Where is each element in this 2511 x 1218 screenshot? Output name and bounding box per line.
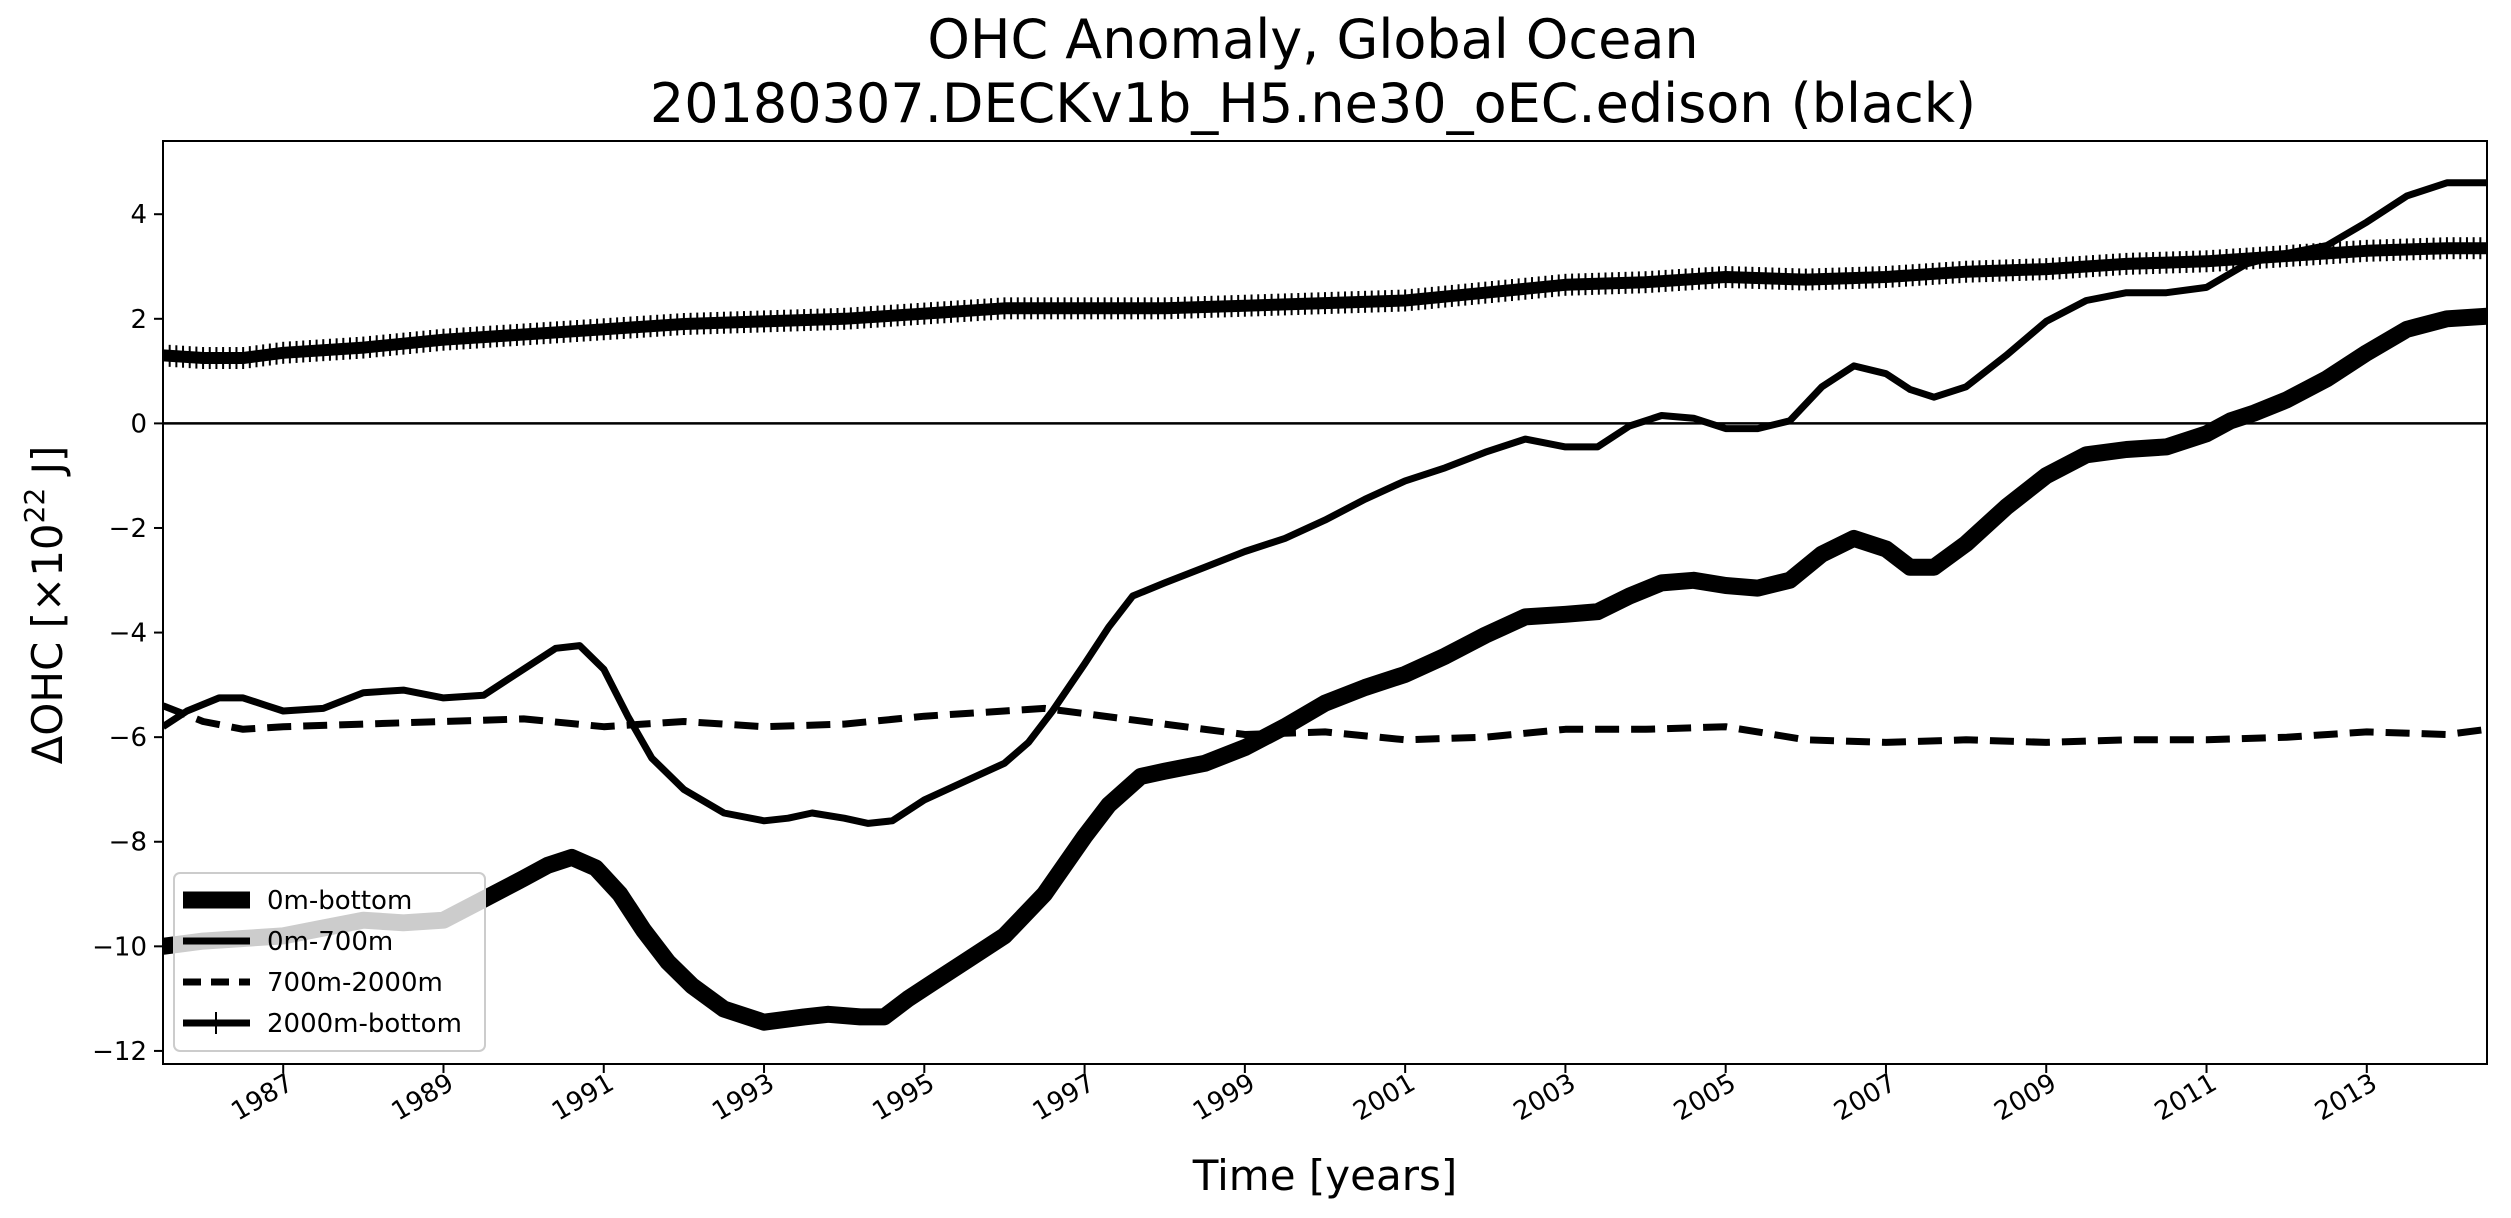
y-tick-label: −12 — [92, 1037, 147, 1067]
y-tick-label: −4 — [109, 619, 147, 649]
series-line-0m-700m — [163, 179, 2487, 827]
y-tick-label: −10 — [92, 932, 147, 962]
legend-label-700m-2000m: 700m-2000m — [267, 968, 443, 998]
y-tick-label: 2 — [130, 305, 147, 335]
legend-label-2000m-bottom: 2000m-bottom — [267, 1009, 462, 1039]
y-tick-label: 0 — [130, 409, 147, 439]
x-axis-label: Time [years] — [1192, 1151, 1458, 1200]
series-line-0m-bottom — [163, 307, 2487, 1031]
legend-label-0m-bottom: 0m-bottom — [267, 886, 412, 916]
y-axis-label-unit: J] — [23, 446, 72, 488]
plot-frame — [162, 140, 2488, 1065]
legend-box — [173, 872, 486, 1052]
y-axis-label: ΔOHC [×1022 J] — [18, 446, 72, 765]
y-tick-label: 4 — [130, 200, 147, 230]
y-tick-label: −2 — [109, 514, 147, 544]
chart-subtitle: 20180307.DECKv1b_H5.ne30_oEC.edison (bla… — [650, 72, 1976, 135]
legend-label-0m-700m: 0m-700m — [267, 927, 393, 957]
series-markers-2000m-bottom — [163, 237, 2487, 370]
y-axis-label-exponent: 22 — [18, 488, 51, 524]
series-line-700m-2000m — [163, 702, 2487, 746]
y-axis-label-main: ΔOHC [×10 — [23, 523, 72, 764]
legend: 0m-bottom 0m-700m 700m-2000m 2000m-bottom — [173, 872, 486, 1052]
y-tick-label: −8 — [109, 828, 147, 858]
y-tick-label: −6 — [109, 723, 147, 753]
chart-title: OHC Anomaly, Global Ocean — [927, 8, 1698, 71]
